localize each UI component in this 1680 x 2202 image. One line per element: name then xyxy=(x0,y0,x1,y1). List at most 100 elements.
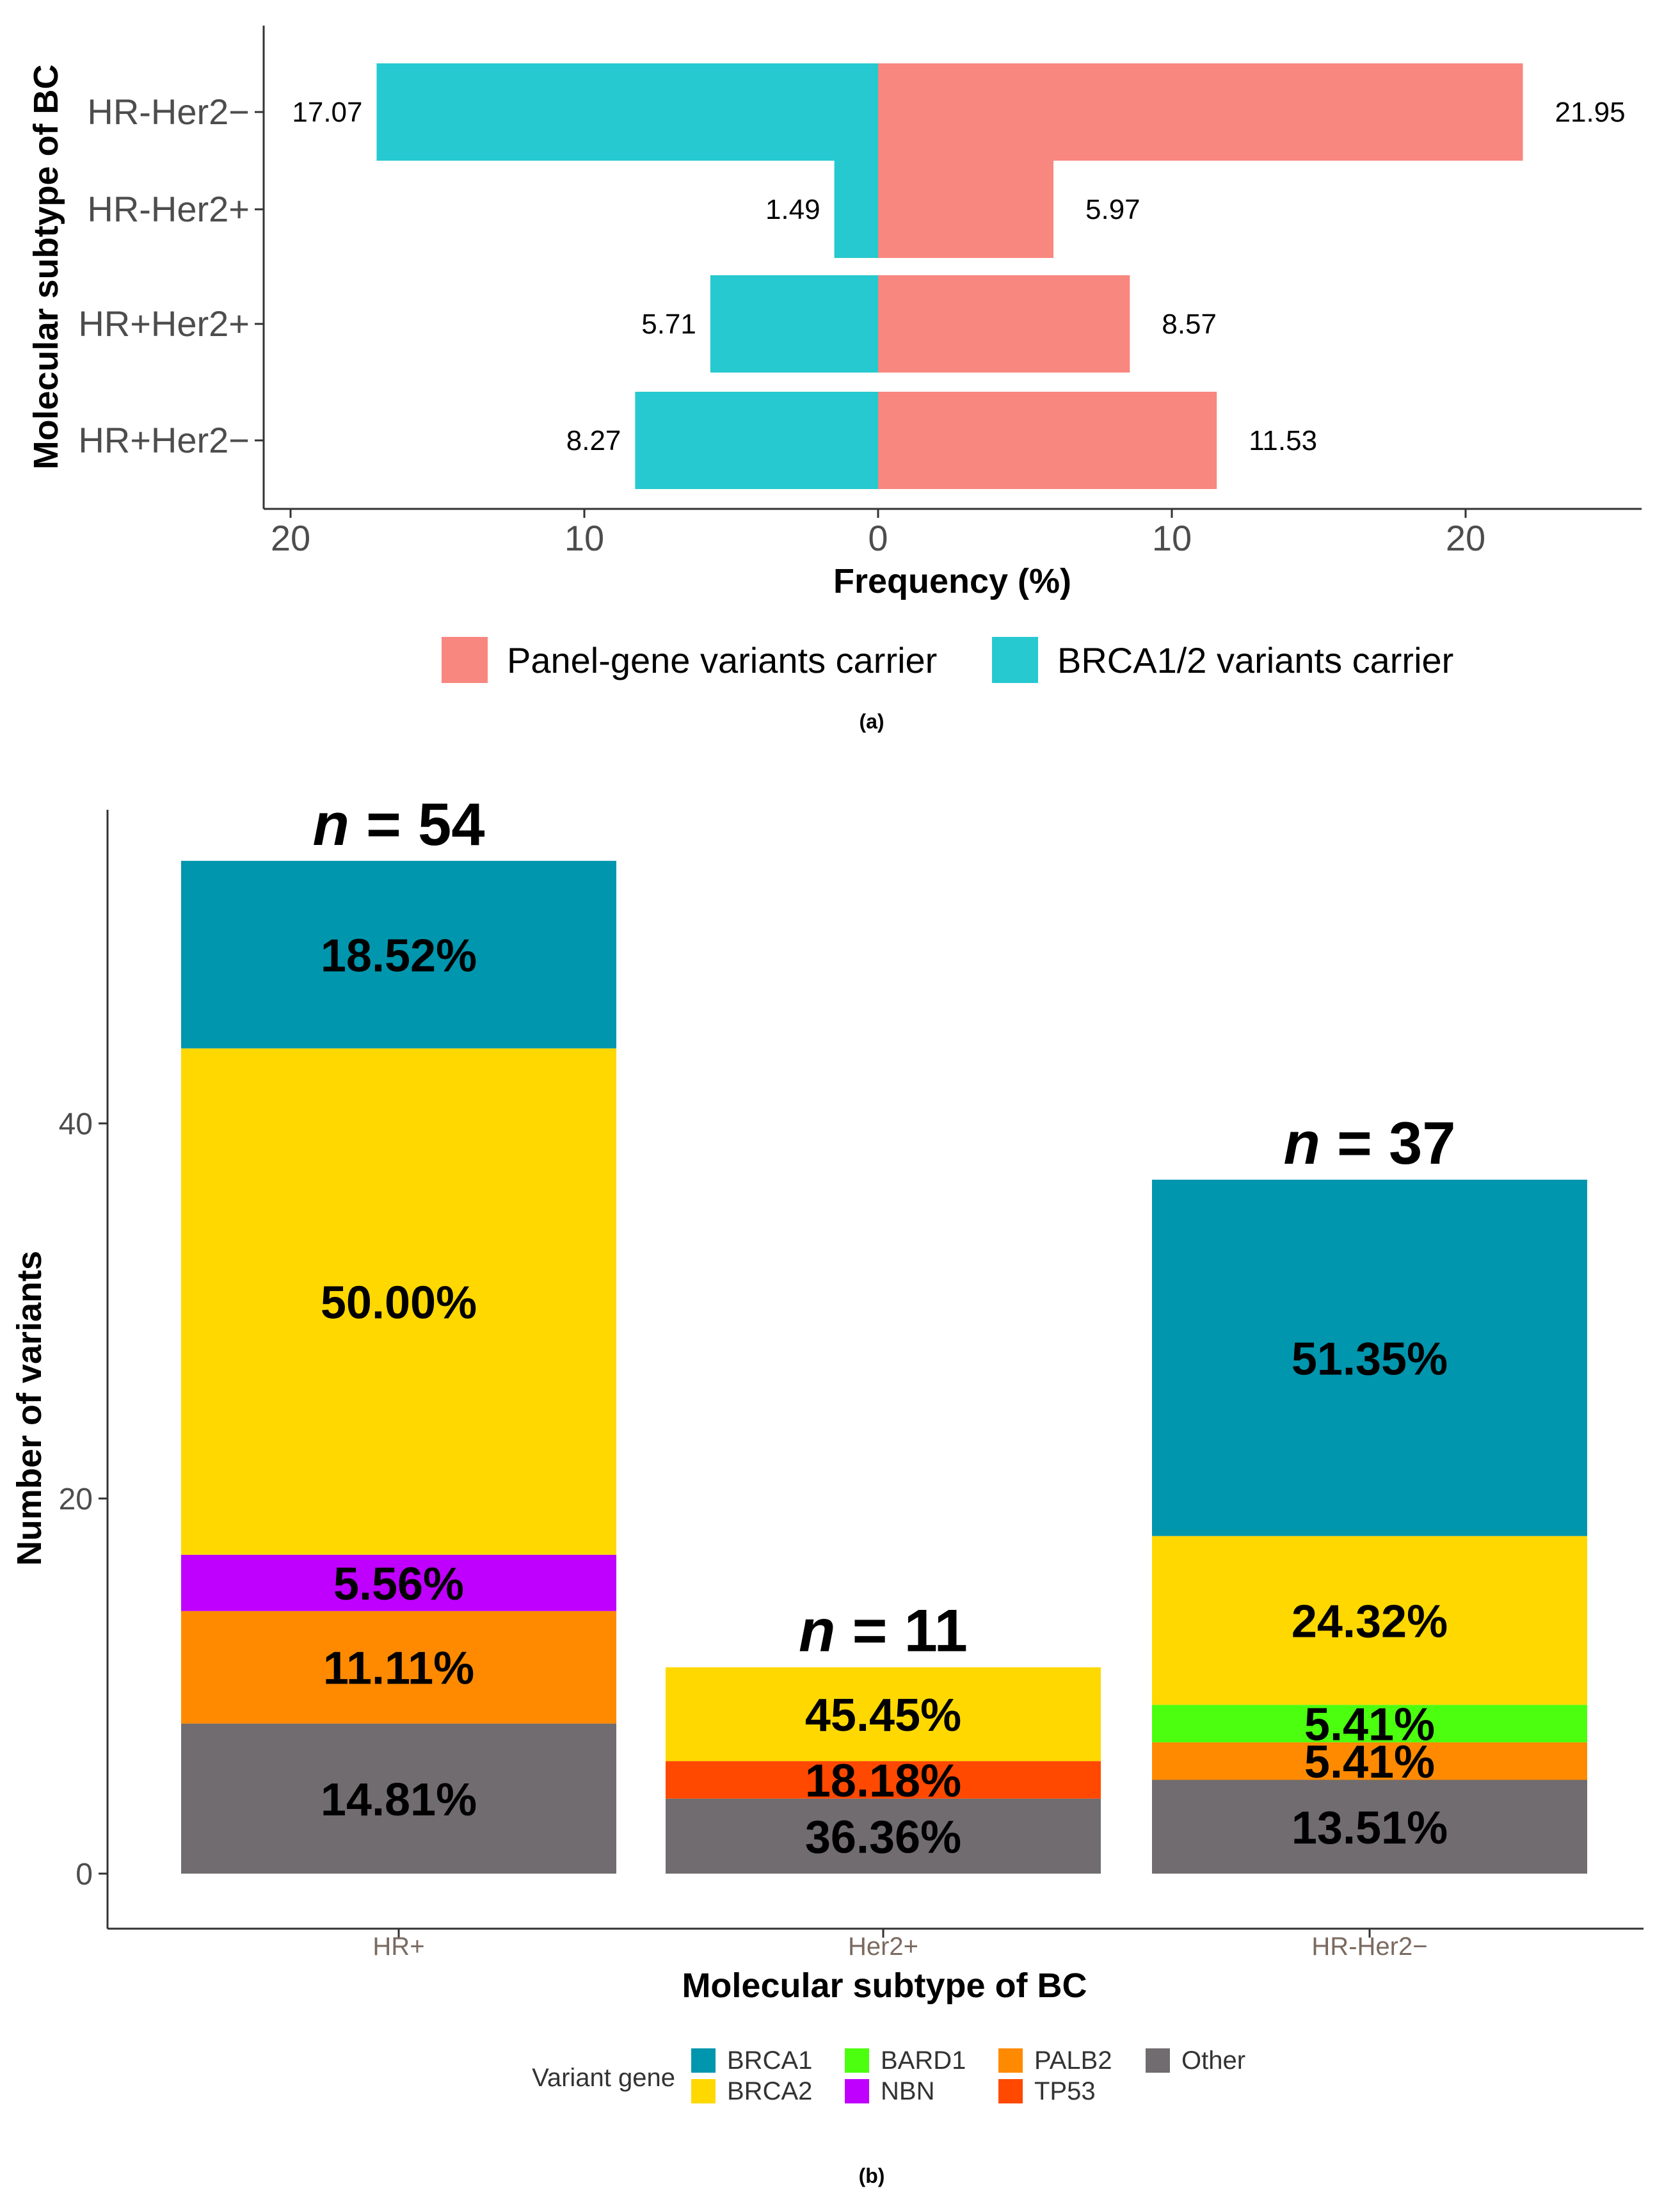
y-tick-label: HR-Her2+ xyxy=(87,189,250,229)
panel-b-caption: (b) xyxy=(859,2164,885,2187)
legend-label: TP53 xyxy=(1034,2077,1096,2105)
total-n-label: n = 54 xyxy=(312,791,484,858)
segment-label: 18.18% xyxy=(805,1756,961,1807)
panel-a-x-ticks: 20 10 0 10 20 xyxy=(271,509,1485,558)
brca-bar xyxy=(710,275,878,373)
legend-swatch xyxy=(992,637,1038,683)
x-tick-label: 10 xyxy=(564,518,604,558)
segment-other xyxy=(181,1723,616,1874)
total-n-symbol: n xyxy=(1283,1109,1320,1177)
legend-label: Panel-gene variants carrier xyxy=(507,640,937,680)
segment-tp53 xyxy=(666,1761,1101,1799)
total-n-value: = 54 xyxy=(349,791,485,858)
total-n-label: n = 11 xyxy=(799,1597,968,1664)
panel-b-x-categories: HR+ Her2+ HR-Her2− xyxy=(372,1929,1428,1961)
legend-swatch-brca2 xyxy=(691,2079,716,2103)
segment-brca1 xyxy=(1152,1179,1587,1536)
panel-b: 14.81% 11.11% 5.56% 50.00% 18.52% n = 54 36.36… xyxy=(10,791,1644,2187)
segment-other xyxy=(1152,1780,1587,1874)
total-n-value: = 37 xyxy=(1320,1109,1456,1177)
legend-swatch-tp53 xyxy=(998,2079,1023,2103)
segment-brca2 xyxy=(181,1048,616,1555)
brca-bar xyxy=(635,392,878,489)
segment-label: 24.32% xyxy=(1292,1596,1448,1647)
panel-a-y-axis-title: Molecular subtype of BC xyxy=(27,64,65,469)
panel-bar xyxy=(878,275,1130,373)
x-tick-label: 10 xyxy=(1152,518,1192,558)
panel-a-bars: 21.95 17.07 5.97 1.49 8.57 5.71 11.53 8.27 xyxy=(292,63,1626,489)
segment-brca1 xyxy=(181,860,616,1049)
segment-other xyxy=(666,1798,1101,1874)
x-tick-label: Her2+ xyxy=(848,1933,918,1961)
segment-bard1 xyxy=(1152,1705,1587,1742)
segment-palb2 xyxy=(181,1611,616,1724)
segment-label: 5.56% xyxy=(333,1559,464,1610)
y-tick-label: HR+Her2+ xyxy=(78,303,250,344)
legend-label: Other xyxy=(1181,2046,1245,2075)
brca-bar-label: 8.27 xyxy=(566,425,621,456)
segment-palb2 xyxy=(1152,1742,1587,1780)
y-tick-label: HR-Her2− xyxy=(87,92,250,132)
segment-label: 50.00% xyxy=(321,1277,477,1328)
segment-label: 36.36% xyxy=(805,1812,961,1863)
legend-swatch-nbn xyxy=(845,2079,869,2103)
legend-swatch-palb2 xyxy=(998,2048,1023,2073)
brca-bar-label: 1.49 xyxy=(765,194,820,225)
total-n-value: = 11 xyxy=(835,1597,968,1664)
panel-bar xyxy=(878,392,1217,489)
x-tick-label: 20 xyxy=(1446,518,1485,558)
x-tick-label: 20 xyxy=(271,518,310,558)
segment-brca2 xyxy=(1152,1536,1587,1705)
legend-label: BRCA2 xyxy=(727,2077,812,2105)
panel-b-y-axis-title: Number of variants xyxy=(10,1251,49,1566)
panel-b-legend-title: Variant gene xyxy=(532,2064,675,2092)
legend-label: BARD1 xyxy=(881,2046,966,2075)
legend-swatch-brca1 xyxy=(691,2048,716,2073)
panel-a-y-categories: HR-Her2− HR-Her2+ HR+Her2+ HR+Her2− xyxy=(78,92,264,460)
legend-label: PALB2 xyxy=(1034,2046,1112,2075)
panel-b-x-axis-title: Molecular subtype of BC xyxy=(682,1966,1087,2005)
segment-label: 45.45% xyxy=(805,1690,961,1741)
segment-label: 5.41% xyxy=(1304,1700,1435,1751)
brca-bar-label: 5.71 xyxy=(641,309,696,340)
segment-nbn xyxy=(181,1554,616,1611)
panel-a-caption: (a) xyxy=(859,710,884,733)
panel-bar-label: 21.95 xyxy=(1555,97,1626,128)
segment-label: 14.81% xyxy=(321,1774,477,1826)
brca-bar xyxy=(834,161,878,258)
panel-b-y-ticks: 0 20 40 xyxy=(59,1107,108,1892)
total-n-symbol: n xyxy=(312,791,349,858)
x-tick-label: HR-Her2− xyxy=(1311,1933,1427,1961)
panel-bar xyxy=(878,161,1054,258)
total-n-label: n = 37 xyxy=(1283,1109,1455,1177)
legend-label: BRCA1 xyxy=(727,2046,812,2075)
segment-label: 5.41% xyxy=(1304,1737,1435,1788)
panel-bar-label: 5.97 xyxy=(1085,194,1140,225)
panel-b-bars: 14.81% 11.11% 5.56% 50.00% 18.52% n = 54 36.36… xyxy=(181,791,1587,1874)
panel-a: 21.95 17.07 5.97 1.49 8.57 5.71 11.53 8.27 20 10… xyxy=(27,26,1642,733)
y-tick-label: 0 xyxy=(76,1858,93,1892)
x-tick-label: 0 xyxy=(868,518,888,558)
legend-label: NBN xyxy=(881,2077,934,2105)
segment-label: 13.51% xyxy=(1292,1803,1448,1854)
legend-swatch-bard1 xyxy=(845,2048,869,2073)
panel-bar-label: 8.57 xyxy=(1162,309,1217,340)
y-tick-label: 40 xyxy=(59,1107,93,1141)
legend-swatch xyxy=(442,637,488,683)
brca-bar-label: 17.07 xyxy=(292,97,362,128)
y-tick-label: 20 xyxy=(59,1483,93,1516)
legend-swatch-other xyxy=(1146,2048,1170,2073)
total-n-symbol: n xyxy=(799,1597,835,1664)
y-tick-label: HR+Her2− xyxy=(78,420,250,460)
brca-bar xyxy=(376,63,878,161)
segment-label: 51.35% xyxy=(1292,1333,1448,1385)
segment-brca2 xyxy=(666,1667,1101,1762)
panel-bar-label: 11.53 xyxy=(1249,425,1317,456)
panel-a-legend: Panel-gene variants carrier BRCA1/2 varia… xyxy=(442,637,1453,683)
segment-label: 18.52% xyxy=(321,930,477,981)
panel-bar xyxy=(878,63,1523,161)
legend-label: BRCA1/2 variants carrier xyxy=(1057,640,1453,680)
segment-label: 11.11% xyxy=(323,1643,474,1694)
